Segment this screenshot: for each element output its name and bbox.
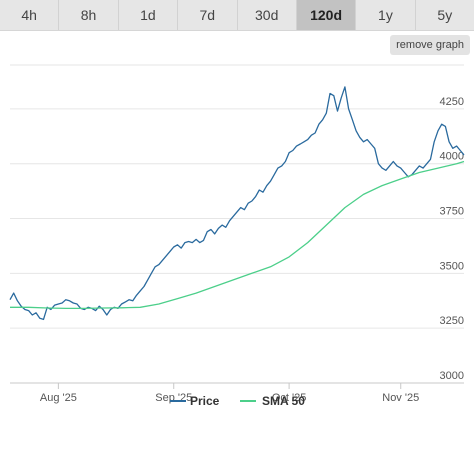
remove-graph-button[interactable]: remove graph [390,35,470,55]
x-tick-label: Oct '25 [272,392,307,404]
legend-label: Price [190,394,220,408]
tab-8h[interactable]: 8h [59,0,119,30]
tab-30d[interactable]: 30d [238,0,297,30]
tab-4h[interactable]: 4h [0,0,60,30]
grid-lines [10,64,464,329]
series-group [9,86,465,321]
tab-120d[interactable]: 120d [296,0,357,30]
timeframe-tabs: 4h 8h 1d 7d 30d 120d 1y 5y [0,0,474,31]
x-tick-label: Nov '25 [382,392,419,404]
x-axis: Aug '25 Sep '25 Oct '25 Nov '25 [10,382,464,404]
legend-label: SMA 50 [262,394,305,408]
tab-5y[interactable]: 5y [437,7,453,23]
x-tick-label: Sep '25 [155,392,192,404]
tab-1y[interactable]: 1y [356,0,416,30]
y-axis: 3000 3250 3500 3750 4000 4250 [440,96,464,382]
y-tick-label: 3250 [440,315,464,327]
y-tick-label: 4250 [440,96,464,108]
series-line-sma-50 [10,160,465,310]
tab-7d[interactable]: 7d [178,0,238,30]
y-tick-label: 3750 [440,206,464,218]
y-tick-label: 3500 [440,260,464,272]
series-line-price [9,86,465,321]
y-tick-label: 4000 [440,151,464,163]
y-tick-label: 3000 [440,370,464,382]
x-tick-label: Aug '25 [40,392,77,404]
legend: Price SMA 50 [170,394,305,408]
legend-item-price[interactable]: Price [170,394,220,408]
legend-item-sma-50[interactable]: SMA 50 [240,394,305,408]
tab-1d[interactable]: 1d [119,0,179,30]
